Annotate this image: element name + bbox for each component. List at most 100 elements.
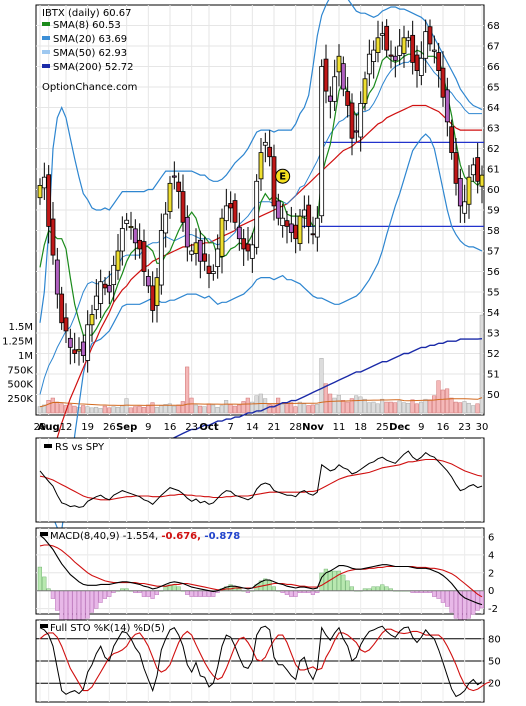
- candle-body: [89, 314, 95, 326]
- price-tick-label: 59: [487, 206, 500, 217]
- volume-bar: [267, 404, 272, 414]
- macd-histogram-bar: [289, 590, 294, 597]
- volume-bar: [167, 403, 172, 414]
- candle-body: [102, 283, 108, 289]
- volume-bar: [289, 402, 294, 414]
- volume-bar: [202, 406, 207, 414]
- volume-bar: [345, 401, 350, 414]
- volume-bar: [150, 402, 155, 414]
- rs-panel: RS vs SPY: [35, 437, 485, 523]
- volume-bar: [68, 404, 73, 414]
- volume-bar: [332, 397, 337, 414]
- volume-bar: [37, 406, 42, 414]
- rs-average-line: [39, 458, 483, 501]
- volume-bar: [475, 403, 480, 414]
- macd-histogram-bar: [271, 586, 276, 591]
- candle-body: [137, 239, 143, 250]
- volume-bar: [263, 398, 268, 414]
- candle-body: [453, 152, 459, 184]
- candle-body: [271, 156, 277, 207]
- candle-body: [332, 76, 338, 102]
- macd-frame: [35, 527, 485, 615]
- volume-bar: [59, 403, 64, 414]
- price-tick-label: 54: [487, 308, 500, 319]
- volume-bar: [388, 401, 393, 414]
- macd-histogram-bar: [107, 590, 112, 597]
- volume-bar: [176, 404, 181, 414]
- price-tick-label: 62: [487, 144, 500, 155]
- price-tick-label: 63: [487, 124, 500, 135]
- candle-body: [475, 157, 481, 182]
- volume-bar: [323, 383, 328, 414]
- candle-body: [167, 182, 173, 213]
- candle-body: [405, 37, 411, 41]
- candle-body: [392, 55, 398, 61]
- stochastic-panel: 20 50 80 Full STO %K(14) %D(5): [35, 619, 501, 703]
- macd-histogram-bar: [154, 590, 159, 595]
- stoch-tick-label: 80: [488, 634, 501, 645]
- price-tick-label: 67: [487, 42, 500, 53]
- macd-histogram-bar: [193, 590, 198, 597]
- legend-swatch: [42, 50, 50, 54]
- volume-bar: [185, 366, 190, 414]
- volume-bar: [232, 405, 237, 414]
- price-tick-label: 57: [487, 247, 500, 258]
- date-tick-label: 7: [227, 422, 233, 433]
- stoch-legend-swatch: [40, 624, 48, 628]
- candle-body: [124, 219, 130, 224]
- macd-histogram-bar: [341, 574, 346, 591]
- candle-body: [63, 317, 69, 332]
- macd-histogram-bar: [198, 590, 203, 597]
- price-tick-label: 53: [487, 329, 500, 340]
- price-tick-label: 64: [487, 103, 500, 114]
- volume-bar: [115, 406, 120, 414]
- volume-bar: [154, 406, 159, 414]
- date-tick-label: Oct: [199, 422, 218, 433]
- date-tick-label: 14: [246, 422, 259, 433]
- volume-bar: [172, 405, 177, 414]
- candle-body: [145, 276, 151, 287]
- candle-body: [379, 33, 385, 36]
- candle-body: [241, 238, 247, 250]
- volume-bar: [436, 380, 441, 414]
- macd-tick-label: 2: [488, 568, 494, 579]
- macd-histogram-bar: [146, 590, 151, 597]
- macd-histogram-bar: [449, 590, 454, 613]
- macd-histogram-bar: [172, 584, 177, 591]
- volume-bar: [163, 404, 168, 414]
- candle-body: [46, 174, 52, 227]
- volume-bar: [94, 406, 99, 414]
- macd-histogram-bar: [81, 590, 86, 625]
- volume-bar: [406, 402, 411, 414]
- date-tick-label: 23: [185, 422, 198, 433]
- candle-body: [479, 174, 485, 187]
- candle-body: [150, 285, 156, 311]
- volume-bar: [466, 402, 471, 414]
- candle-body: [440, 67, 446, 98]
- volume-bar: [336, 394, 341, 414]
- macd-tick-label: 6: [488, 532, 494, 543]
- volume-bar: [107, 407, 112, 414]
- candle-body: [85, 324, 91, 361]
- candle-body: [431, 49, 437, 52]
- volume-bar: [42, 404, 47, 414]
- macd-histogram-bar: [380, 584, 385, 591]
- date-tick-label: 9: [145, 422, 151, 433]
- stoch-d-line: [39, 628, 491, 692]
- candle-body: [59, 293, 65, 324]
- candle-body: [180, 191, 186, 223]
- volume-bar: [410, 399, 415, 414]
- price-tick-label: 50: [487, 390, 500, 401]
- candle-body: [111, 264, 117, 286]
- volume-bar: [280, 404, 285, 414]
- candle-body: [115, 250, 121, 271]
- macd-histogram-bar: [436, 590, 441, 599]
- volume-bar: [349, 398, 354, 414]
- candle-body: [176, 181, 182, 192]
- candle-body: [366, 53, 372, 75]
- volume-bar: [284, 402, 289, 414]
- macd-histogram-bar: [206, 590, 211, 597]
- macd-histogram-bar: [462, 590, 467, 623]
- volume-bar: [89, 407, 94, 414]
